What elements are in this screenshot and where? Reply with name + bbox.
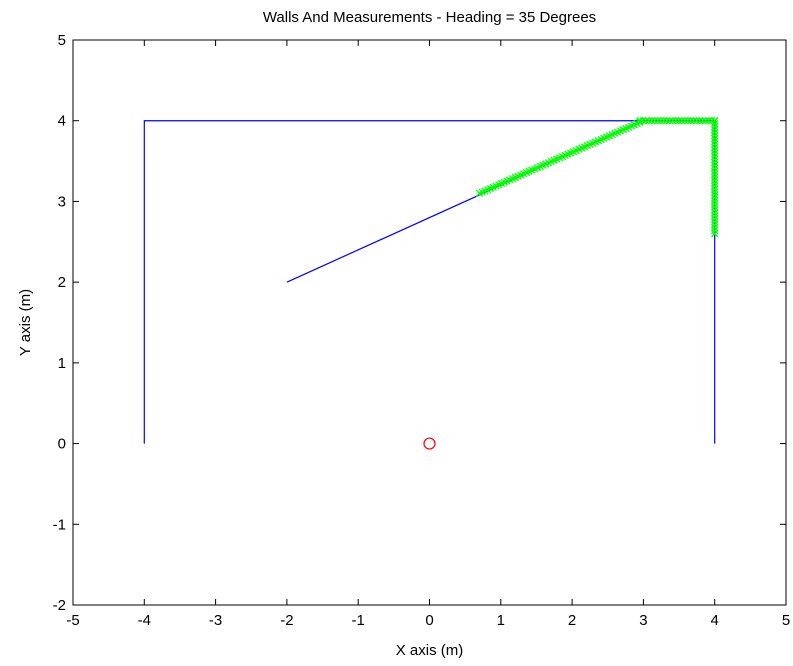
x-tick-label: -4 [138,612,151,629]
y-tick-label: -1 [53,516,66,533]
measurement-point [711,194,719,202]
measurement-point [711,120,719,128]
y-tick-label: 0 [58,436,66,453]
measurement-point [711,173,719,181]
measurement-point [693,117,701,125]
measurement-point [711,221,719,229]
measurement-point [711,158,719,167]
measurement-point [648,117,656,125]
measurement-point [711,230,719,238]
measurement-point [636,117,644,125]
measurement-point [711,185,719,193]
x-tick-label: 3 [639,612,647,629]
measurement-point [705,117,713,125]
measurement-point [711,200,719,208]
measurement-point [711,218,719,226]
y-tick-label: 2 [58,274,66,291]
measurement-point [651,117,659,125]
y-tick-label: 4 [58,113,66,130]
measurement-point [696,117,704,125]
measurement-point [711,212,719,220]
y-tick-label: 5 [58,32,66,49]
y-tick-label: 3 [58,193,66,210]
measurement-points [475,117,719,238]
measurement-point [675,117,683,125]
x-tick-label: -1 [352,612,365,629]
axes-box [72,39,787,606]
plot-area [143,117,719,450]
measurement-point [711,123,719,131]
measurement-point [711,170,719,178]
measurement-point [645,117,653,125]
measurement-point [711,167,719,175]
measurement-point [711,179,719,187]
measurement-point [684,117,692,125]
y-tick-label: -2 [53,597,66,614]
measurement-point [711,149,719,158]
measurement-point [711,137,719,146]
y-tick-label: 1 [58,355,66,372]
x-tick-label: 2 [568,612,576,629]
x-tick-label: -3 [209,612,222,629]
measurement-point [654,117,662,125]
measurement-point [711,188,719,196]
y-axis-label: Y axis (m) [17,289,34,356]
measurement-point [642,117,650,125]
chart-title: Walls And Measurements - Heading = 35 De… [263,9,596,26]
measurement-point [711,197,719,205]
x-tick-label: 0 [425,612,433,629]
measurement-point [711,134,719,143]
measurement-point [711,224,719,232]
measurement-point [711,191,719,199]
measurement-point [711,155,719,164]
robot-marker [423,437,436,450]
measurement-point [669,117,677,125]
measurement-point [681,117,689,125]
measurement-point [702,117,710,125]
measurement-point [711,215,719,223]
measurement-point [666,117,674,125]
wall-line-1 [143,120,716,444]
measurement-point [699,117,707,125]
measurement-point [711,125,719,134]
x-tick-label: 1 [497,612,505,629]
measurement-point [639,117,647,125]
x-tick-label: -2 [280,612,293,629]
measurement-point [711,128,719,137]
measurement-point [711,152,719,161]
measurement-point [687,117,695,125]
measurement-point [711,143,719,152]
measurement-point [711,182,719,190]
measurement-point [711,161,719,169]
measurement-point [711,117,719,125]
x-axis-label: X axis (m) [396,642,464,659]
measurement-point [678,117,686,125]
measurement-point [657,117,665,125]
measurement-point [711,209,719,217]
measurement-point [711,176,719,184]
x-tick-label: -5 [66,612,79,629]
measurement-point [711,203,719,211]
measurement-point [711,131,719,140]
x-tick-label: 4 [711,612,719,629]
measurement-point [711,227,719,235]
x-tick-label: 5 [782,612,790,629]
measurement-point [711,146,719,155]
measurement-point [711,206,719,214]
ticks: -5 -4 -3 -2 -1 0 1 2 3 4 5 -2 -1 0 1 2 3 4 5 [53,32,791,629]
measurement-point [711,140,719,149]
measurement-point [711,164,719,172]
measurement-point [690,117,698,125]
measurement-point [660,117,668,125]
measurement-point [672,117,680,125]
measurement-point [663,117,671,125]
